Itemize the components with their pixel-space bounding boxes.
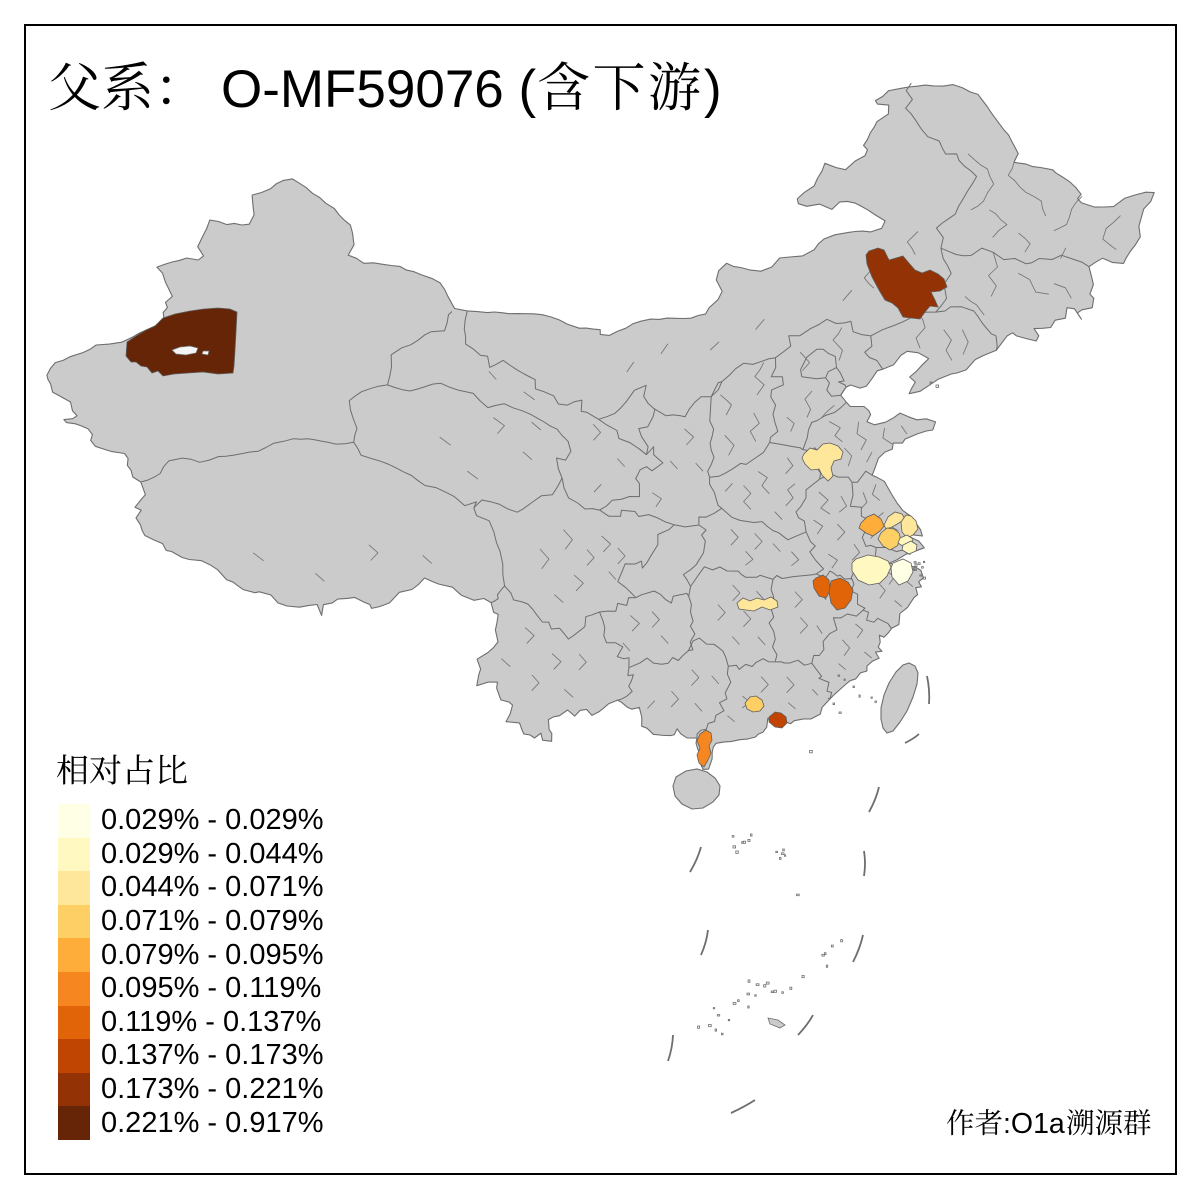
svg-text:O-MF59076 (: O-MF59076 ( bbox=[221, 60, 537, 119]
svg-text::O1a: :O1a bbox=[1003, 1108, 1065, 1140]
svg-text:): ) bbox=[704, 60, 722, 119]
